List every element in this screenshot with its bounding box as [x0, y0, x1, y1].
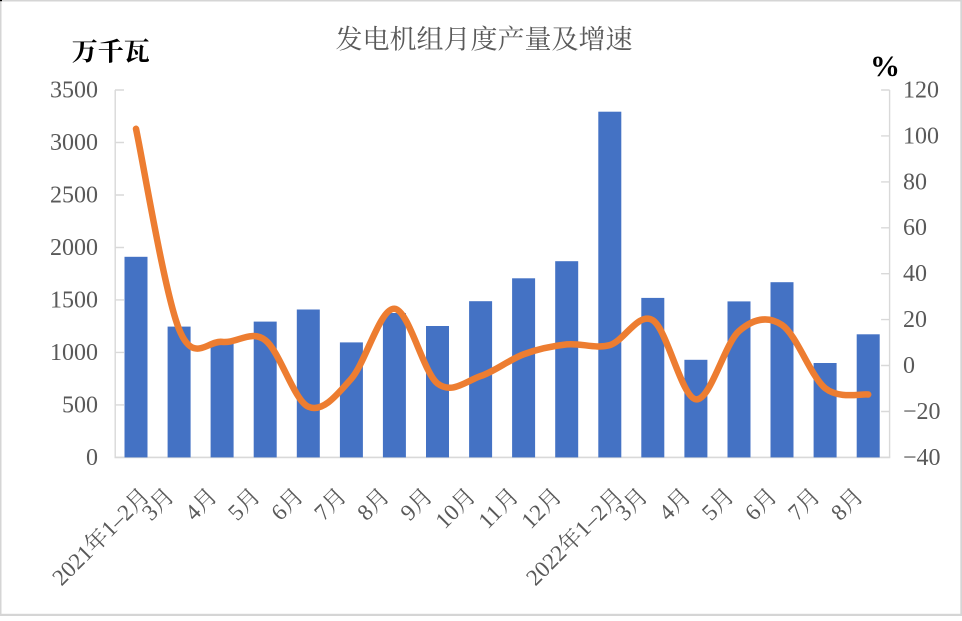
svg-text:40: 40 [903, 261, 927, 287]
svg-text:−20: −20 [903, 399, 941, 425]
svg-text:100: 100 [903, 123, 939, 149]
svg-text:2000: 2000 [50, 235, 98, 261]
svg-text:80: 80 [903, 169, 927, 195]
svg-text:−40: −40 [903, 445, 941, 471]
svg-text:3500: 3500 [50, 77, 98, 103]
svg-text:1000: 1000 [50, 340, 98, 366]
svg-text:60: 60 [903, 215, 927, 241]
svg-text:0: 0 [86, 445, 98, 471]
svg-text:2500: 2500 [50, 182, 98, 208]
svg-text:500: 500 [62, 392, 98, 418]
svg-text:1500: 1500 [50, 287, 98, 313]
svg-text:%: % [870, 50, 900, 83]
svg-text:20: 20 [903, 307, 927, 333]
svg-text:0: 0 [903, 353, 915, 379]
svg-text:120: 120 [903, 77, 939, 103]
svg-text:3000: 3000 [50, 130, 98, 156]
